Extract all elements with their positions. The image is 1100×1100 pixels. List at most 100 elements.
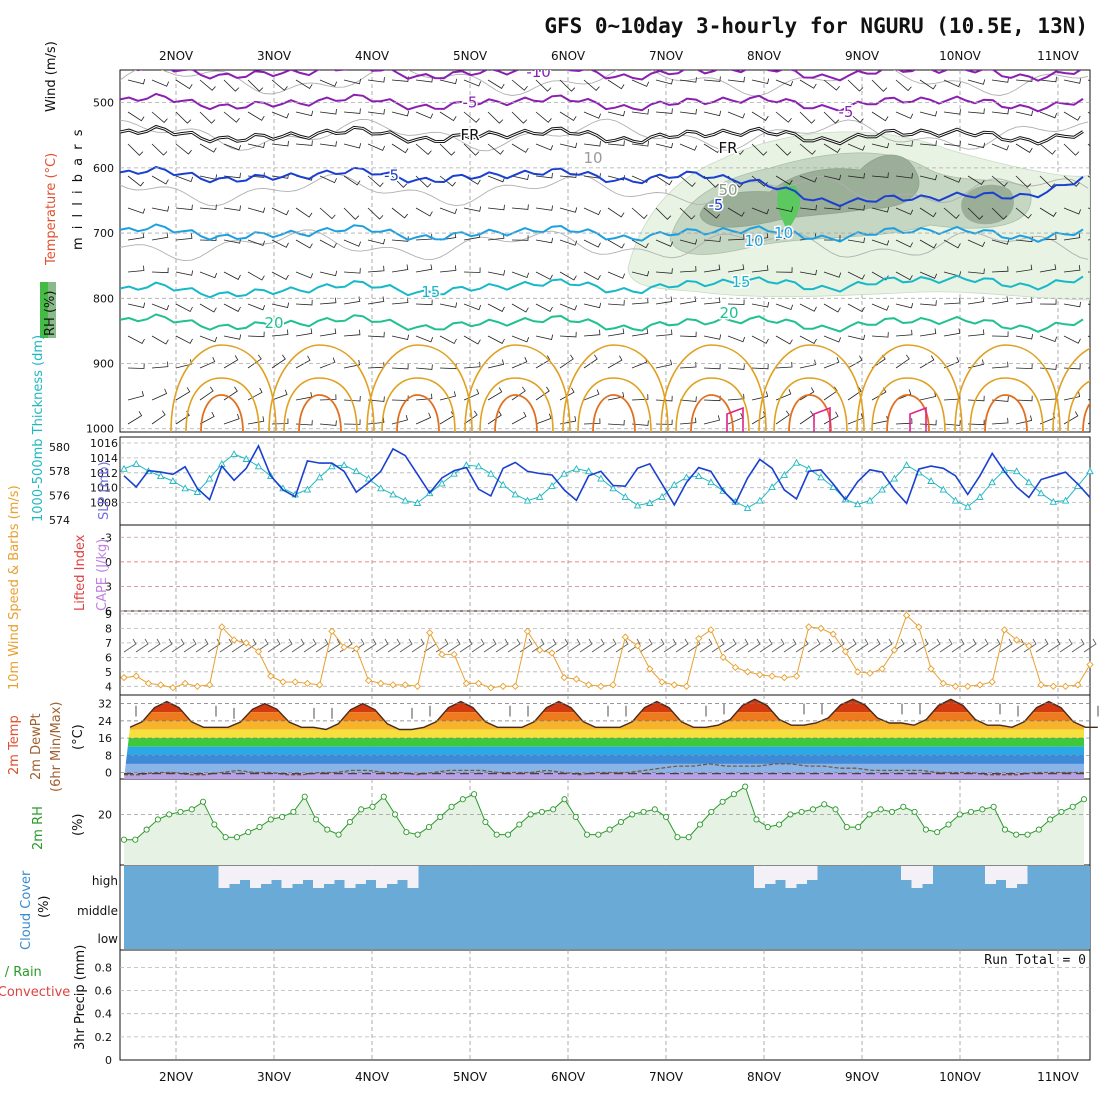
temp-contour-35 — [200, 394, 244, 432]
wind-barb — [991, 207, 1008, 220]
rh-point — [866, 811, 873, 818]
rh-point — [832, 806, 839, 813]
wind-barb — [343, 419, 361, 425]
wind-barb — [655, 79, 674, 85]
wind10-barb — [783, 638, 797, 653]
wind10-point — [902, 611, 911, 619]
cloud-high-gap — [985, 866, 996, 884]
rh-point — [606, 826, 613, 833]
wind-barb — [367, 238, 386, 245]
rh-point — [211, 821, 218, 828]
wind-barb — [799, 111, 816, 124]
wind-barb — [727, 335, 746, 343]
wind-barb — [775, 410, 790, 425]
wind-barb — [847, 205, 865, 211]
wind10-point — [646, 665, 654, 673]
wind-barb — [319, 207, 336, 220]
rh-point — [776, 821, 783, 828]
cloud-high-gap — [796, 866, 807, 884]
wind10-barb — [711, 638, 725, 653]
wind-barb — [679, 361, 697, 369]
wind-barb — [943, 140, 961, 147]
wind10-point — [658, 678, 666, 686]
wind10-barb — [591, 638, 605, 653]
wind-barb — [895, 239, 913, 248]
wind-barb — [727, 264, 745, 273]
wind10-barb — [867, 638, 881, 653]
thickness-point — [817, 473, 825, 481]
wind-barb — [847, 79, 864, 92]
wind-barb — [751, 363, 769, 370]
wind-barb — [367, 362, 385, 369]
wind-barb — [439, 111, 457, 122]
wind-barb — [127, 232, 145, 241]
ua-ylabel-wind: Wind (m/s) — [44, 41, 59, 112]
wind-barb — [391, 395, 409, 401]
wind-barb — [919, 79, 937, 90]
wind10-barb — [435, 638, 449, 653]
wind-barb — [295, 328, 313, 337]
thickness-tick-label: 576 — [49, 490, 70, 503]
wind-barb — [703, 143, 721, 154]
rh-point — [222, 834, 229, 841]
thickness-point — [560, 469, 568, 477]
cloud-high-gap — [260, 866, 272, 884]
precip-tick-label: 0.2 — [95, 1031, 113, 1044]
wind-barb — [151, 361, 169, 369]
rh-point — [1080, 796, 1088, 803]
wind-barb — [295, 299, 313, 306]
wind-barb — [775, 389, 792, 401]
wind-barb — [511, 143, 529, 153]
temp-contour-25 — [562, 344, 669, 432]
wind10-point — [132, 672, 140, 680]
wind-barb — [319, 141, 337, 147]
temp-contour-30 — [871, 377, 946, 432]
wind10-barb — [1035, 638, 1049, 653]
temp-contour-30 — [185, 377, 260, 432]
li-tick-label: 0 — [105, 556, 112, 569]
temp-contour-15 — [120, 274, 1084, 299]
li-tick-label: 3 — [105, 580, 112, 593]
thickness-point — [450, 469, 458, 477]
thickness-point — [193, 488, 202, 495]
temp-contour-35 — [494, 394, 538, 432]
wind-barb — [175, 359, 192, 369]
contour-label: 10 — [774, 224, 793, 242]
wind-barb — [631, 109, 649, 115]
rh-point — [934, 829, 941, 836]
wind-barb — [967, 395, 985, 402]
wind10-barb — [195, 638, 209, 653]
wind-barb — [655, 359, 673, 369]
wind-barb — [463, 335, 481, 345]
wind10-point — [854, 668, 862, 676]
temp-tick-label: 8 — [105, 749, 112, 762]
rh-point — [617, 818, 624, 826]
rh-ylabel: 2m RH — [31, 806, 46, 850]
wind10-point — [878, 665, 886, 673]
wind-barb — [151, 206, 170, 212]
wind-barb — [175, 303, 193, 313]
ua-gray-contour — [120, 70, 1089, 97]
rh-point — [132, 836, 139, 843]
cloud-high-gap — [397, 866, 408, 880]
wind-barb — [463, 303, 482, 311]
temp-contour-25 — [856, 344, 963, 432]
wind10-point — [609, 681, 617, 689]
wind-barb — [175, 204, 193, 211]
wind-barb — [823, 303, 841, 313]
wind-barb — [655, 419, 673, 425]
wind-barb — [535, 334, 554, 340]
rh-point — [1001, 826, 1008, 833]
wind-barb — [535, 111, 552, 123]
wind-barb — [415, 111, 434, 119]
wind10-barb — [723, 638, 737, 653]
wind-barb — [439, 411, 455, 425]
wind-barb — [919, 111, 938, 117]
wind10-point — [536, 646, 544, 654]
rh-point — [279, 813, 286, 820]
date-label-top: 2NOV — [159, 49, 194, 63]
wind-barb — [367, 207, 384, 220]
temp-contour-20 — [120, 313, 1084, 333]
wind10-barb — [579, 638, 593, 653]
wind10-barb — [627, 638, 641, 653]
